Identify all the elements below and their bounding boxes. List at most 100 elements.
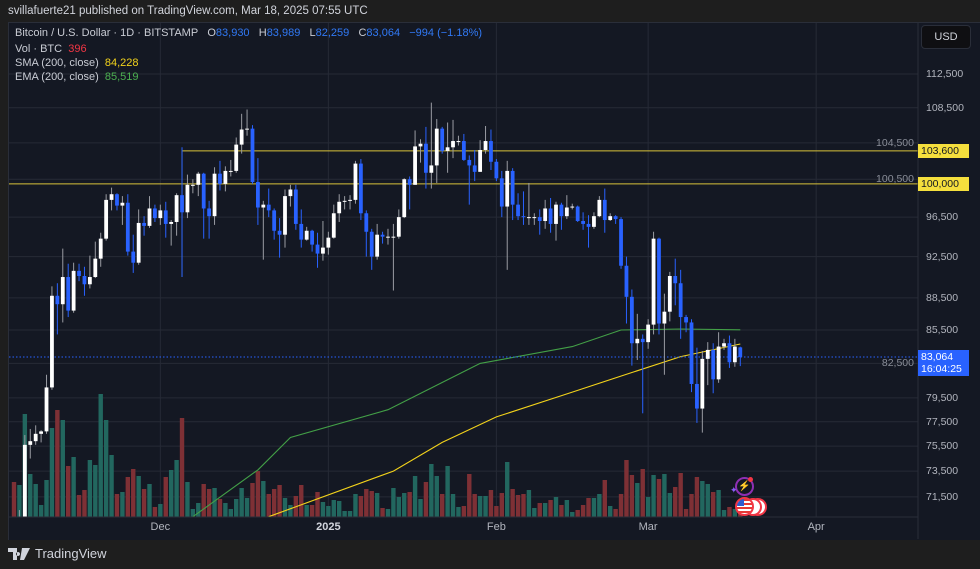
legend-sma-row[interactable]: SMA (200, close) 84,228 [15,57,139,70]
volume-bar [266,494,271,517]
candle-body [651,238,656,325]
price-tick-label: 73,500 [926,465,959,478]
volume-bar [196,503,201,517]
price-tick-label: 104,500 [876,136,914,149]
chart-panel[interactable] [8,22,980,540]
volume-bar [402,493,407,517]
candle-body [250,128,255,183]
close-label: C [358,27,367,39]
candle-body [413,146,417,185]
volume-bar [613,509,618,517]
price-tick-label: 71,500 [926,490,959,503]
candle-body [196,173,201,185]
volume-bar [131,469,136,517]
volume-bar [645,497,651,517]
volume-bars [11,394,743,517]
candle-body [407,179,412,185]
volume-bar [602,480,607,517]
currency-button[interactable]: USD [921,25,971,49]
volume-bar [461,506,467,517]
candles [18,102,743,517]
candle-body [592,216,596,227]
volume-bar [364,489,369,517]
volume-bar [261,481,266,517]
candle-body [337,201,342,214]
candle-body [478,149,483,172]
candle-body [559,204,564,217]
volume-bar [624,460,629,517]
volume-label: Vol · BTC [15,43,63,55]
volume-bar [575,510,580,517]
candle-body [315,244,320,254]
candle-body [516,204,520,217]
volume-bar [700,481,705,517]
volume-bar [374,493,380,517]
legend-volume-row[interactable]: Vol · BTC 396 [15,43,87,56]
price-tick-label: 92,500 [926,250,959,263]
candle-body [245,128,249,130]
candle-body [283,196,287,235]
candle-body [461,141,466,160]
candle-body [169,221,174,224]
volume-bar [477,496,483,517]
volume-bar [82,490,87,517]
us-flag-icon[interactable] [735,497,754,516]
volume-bar [87,460,93,517]
volume-bar [553,497,559,517]
volume-bar [667,493,673,517]
volume-bar [299,485,304,517]
volume-bar [158,504,163,517]
candle-body [722,343,726,347]
candle-body [60,277,65,305]
candle-body [131,251,136,263]
volume-bar [570,512,575,517]
volume-bar [44,480,49,517]
brand-name: TradingView [35,546,107,561]
volume-bar [98,394,103,517]
candle-body [22,444,27,517]
low-value: 82,259 [315,27,350,39]
legend-ema-row[interactable]: EMA (200, close) 85,519 [15,71,139,84]
bar-countdown: 16:04:25 [921,363,962,376]
candle-body [125,202,130,252]
volume-bar [288,505,293,517]
candle-body [33,433,38,442]
candle-body [310,230,314,245]
candle-body [136,222,141,263]
candle-body [386,236,390,238]
volume-bar [347,511,353,517]
price-tick-label: 79,500 [926,391,959,404]
candle-body [684,317,688,323]
volume-bar [342,511,347,517]
candle-body [619,219,623,266]
volume-bar [190,509,196,517]
volume-bar [152,507,158,517]
candle-body [44,387,49,432]
lightning-event-icon[interactable]: ⚡ [735,477,754,496]
candle-body [185,184,190,213]
candle-body [71,270,76,311]
notification-dot-icon [748,477,753,482]
legend-symbol-row[interactable]: Bitcoin / U.S. Dollar · 1D · BITSTAMP O8… [15,27,482,40]
candle-body [120,202,125,206]
level-tag-100000: 100,000 [918,176,969,191]
candle-body [472,165,477,172]
last-price-tag: 83,064 16:04:25 [918,350,969,377]
candle-body [321,247,325,254]
volume-bar [250,483,255,517]
volume-bar [163,477,168,517]
candle-body [104,199,109,239]
candle-body [537,217,542,222]
candle-body [445,147,450,151]
volume-bar [141,489,147,517]
volume-bar [689,494,694,517]
volume-bar [109,455,114,517]
candle-body [678,283,683,318]
candle-body [695,383,699,409]
volume-bar [542,503,548,517]
candle-body [82,275,87,285]
volume-bar [353,494,358,517]
candle-body [342,200,347,202]
candle-body [50,295,54,388]
